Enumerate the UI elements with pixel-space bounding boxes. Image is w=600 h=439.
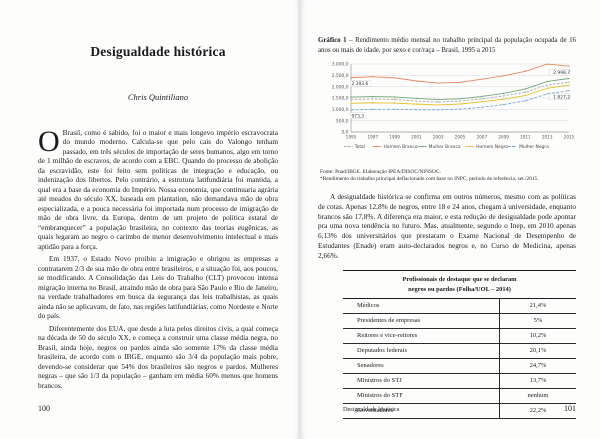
table-cell-value: 5% — [499, 313, 576, 329]
svg-text:2009: 2009 — [498, 135, 509, 140]
statistics-table: Profissionais de destaque que se declara… — [343, 270, 576, 419]
svg-text:1995: 1995 — [346, 135, 357, 140]
table-title-line1: Profissionais de destaque que se declara… — [402, 276, 517, 284]
left-page-number: 100 — [38, 404, 50, 413]
right-page-number: 101 — [564, 404, 576, 413]
page-spine-divider — [299, 0, 301, 439]
svg-text:2.000,0: 2.000,0 — [332, 84, 349, 90]
table-cell-value: 21,4% — [499, 298, 576, 314]
table-cell-label: Senadores — [343, 358, 500, 374]
svg-text:Total: Total — [354, 144, 365, 150]
svg-text:2.998,7: 2.998,7 — [553, 70, 570, 76]
table-row: Presidentes de empresas 5% — [343, 313, 576, 329]
svg-text:2.500,0: 2.500,0 — [332, 73, 349, 79]
svg-text:Mulher Branca: Mulher Branca — [429, 144, 461, 150]
table-cell-label: Reitores e vice-reitores — [343, 328, 500, 344]
table-title: Profissionais de destaque que se declara… — [343, 270, 576, 299]
figure-caption-label: Gráfico 1 — [318, 37, 347, 44]
svg-text:2007: 2007 — [476, 135, 487, 140]
drop-cap: O — [38, 125, 60, 158]
paragraph-1-text: Brasil, como é sabido, foi o maior e mai… — [38, 128, 278, 251]
svg-text:500,0: 500,0 — [336, 118, 349, 124]
table-cell-label: Presidentes de empresas — [343, 313, 500, 329]
table-cell-label: Médicos — [343, 298, 500, 314]
table-cell-value: 24,7% — [499, 358, 576, 374]
svg-text:1.000,0: 1.000,0 — [332, 107, 349, 113]
svg-text:973,3: 973,3 — [352, 113, 365, 119]
table-cell-value: 13,7% — [499, 373, 576, 389]
svg-text:2013: 2013 — [542, 135, 553, 140]
svg-text:1999: 1999 — [389, 135, 400, 140]
svg-text:3.000,0: 3.000,0 — [332, 62, 349, 68]
figure-caption: Gráfico 1 – Rendimento médio mensal no t… — [318, 36, 576, 55]
paragraph-2: Em 1937, o Estado Novo proibiu a imigraç… — [38, 254, 278, 321]
figure-caption-text: – Rendimento médio mensal no trabalho pr… — [318, 37, 576, 54]
right-page-footer: Desigualdade histórica 101 — [343, 404, 576, 413]
svg-text:2.393,6: 2.393,6 — [352, 81, 369, 87]
svg-text:1.500,0: 1.500,0 — [332, 96, 349, 102]
table-title-line2: negros ou pardos (Folha/UOL – 2014) — [408, 285, 511, 293]
svg-text:2003: 2003 — [433, 135, 444, 140]
article-body: O Brasil, como é sabido, foi o maior e ma… — [38, 125, 278, 390]
svg-text:2011: 2011 — [520, 135, 531, 140]
chart-source-note: Fonte: Pnad/IBGE. Elaboração IPEA/DISOC/… — [318, 169, 576, 183]
paragraph-3: Diferentemente dos EUA, que desde a luta… — [38, 323, 278, 390]
table-row: Senadores 24,7% — [343, 358, 576, 374]
svg-text:2001: 2001 — [411, 135, 422, 140]
table-cell-value: 22,2% — [499, 403, 576, 419]
svg-text:Homem Negro: Homem Negro — [476, 144, 508, 150]
svg-text:0,0: 0,0 — [342, 130, 349, 136]
table-row: Ministros do STJ 13,7% — [343, 373, 576, 389]
table-cell-value: nenhum — [499, 388, 576, 404]
svg-text:1997: 1997 — [367, 135, 378, 140]
line-chart: 0,0 500,0 1.000,0 1.500,0 2.000,0 2.500,0 3.00… — [318, 58, 576, 183]
right-paragraph: A desigualdade histórica se confirma em … — [318, 192, 576, 260]
footer-running-title: Desigualdade histórica — [343, 406, 400, 413]
svg-text:1.827,2: 1.827,2 — [553, 95, 570, 101]
table-cell-value: 20,1% — [499, 343, 576, 359]
left-page: Desigualdade histórica Chris Quintiliano… — [38, 44, 278, 413]
right-page: Gráfico 1 – Rendimento médio mensal no t… — [300, 0, 600, 439]
svg-text:2015: 2015 — [564, 135, 574, 140]
table-cell-label: Ministros do STF — [343, 388, 500, 404]
chart-source-line1: Fonte: Pnad/IBGE. Elaboração IPEA/DISOC/… — [320, 169, 441, 176]
svg-text:2005: 2005 — [455, 135, 466, 140]
table-cell-label: Governadores — [343, 403, 500, 419]
table-row: Governadores 22,2% — [343, 403, 576, 419]
table-row: Deputados federais 20,1% — [343, 343, 576, 359]
paragraph-1: O Brasil, como é sabido, foi o maior e ma… — [38, 125, 278, 251]
table-row: Reitores e vice-reitores 10,2% — [343, 328, 576, 344]
table-row: Médicos 21,4% — [343, 298, 576, 314]
table-cell-value: 10,2% — [499, 328, 576, 344]
table-cell-label: Ministros do STJ — [343, 373, 500, 389]
chart-canvas: 0,0 500,0 1.000,0 1.500,0 2.000,0 2.500,0 3.00… — [332, 62, 575, 150]
table-row: Ministros do STF nenhum — [343, 388, 576, 404]
svg-text:Mulher Negra: Mulher Negra — [519, 144, 549, 150]
chart-source-line2: *Rendimento do trabalho principal deflac… — [320, 176, 539, 183]
page-title: Desigualdade histórica — [90, 44, 226, 59]
author-name: Chris Quintiliano — [127, 92, 189, 102]
svg-text:Homem Branco: Homem Branco — [383, 144, 417, 150]
table-cell-label: Deputados federais — [343, 343, 500, 359]
table-header-row: Profissionais de destaque que se declara… — [343, 270, 576, 299]
